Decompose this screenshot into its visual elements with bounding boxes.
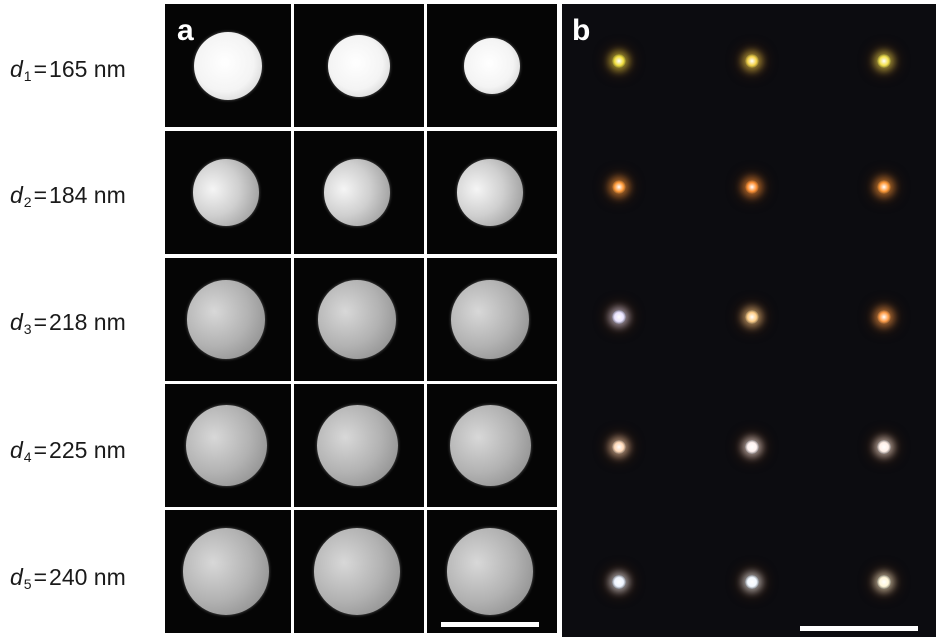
- diameter-value: 225 nm: [49, 437, 126, 463]
- equals-sign: =: [33, 56, 48, 82]
- scattering-spot: [612, 440, 626, 454]
- scattering-spot: [745, 310, 759, 324]
- scattering-spot: [745, 54, 759, 68]
- diameter-value: 165 nm: [49, 56, 126, 82]
- nanoparticle: [316, 405, 398, 486]
- diameter-subscript: 1: [23, 68, 32, 84]
- sem-cell: [165, 4, 291, 127]
- equals-sign: =: [33, 437, 48, 463]
- sem-cell: [165, 510, 291, 633]
- row-label-d4: d4=225 nm: [10, 437, 160, 465]
- diameter-symbol: d: [10, 437, 23, 463]
- diameter-symbol: d: [10, 564, 23, 590]
- nanoparticle: [328, 34, 390, 97]
- scattering-spot: [877, 310, 891, 324]
- equals-sign: =: [33, 564, 48, 590]
- sem-cell: [427, 510, 557, 633]
- nanoparticle: [185, 405, 267, 486]
- diameter-value: 184 nm: [49, 182, 126, 208]
- nanoparticle: [446, 528, 534, 615]
- row-label-d2: d2=184 nm: [10, 182, 160, 210]
- nanoparticle: [323, 159, 391, 226]
- diameter-symbol: d: [10, 56, 23, 82]
- nanoparticle: [182, 528, 270, 615]
- nanoparticle: [464, 37, 520, 94]
- sem-image-grid: a: [165, 4, 557, 633]
- sem-cell: [294, 384, 424, 507]
- scattering-spot: [877, 575, 891, 589]
- panel-a-scale-bar: [441, 622, 539, 627]
- nanoparticle: [456, 159, 524, 226]
- scattering-spot: [745, 575, 759, 589]
- sem-cell: [427, 384, 557, 507]
- panel-b-label: b: [572, 14, 591, 47]
- scattering-spot: [745, 440, 759, 454]
- panel-b-scale-bar: [800, 626, 918, 631]
- scattering-spot: [612, 54, 626, 68]
- diameter-symbol: d: [10, 182, 23, 208]
- scattering-spot: [745, 180, 759, 194]
- nanoparticle: [194, 31, 262, 100]
- row-label-d1: d1=165 nm: [10, 56, 160, 84]
- sem-cell: [427, 4, 557, 127]
- nanoparticle: [450, 280, 530, 359]
- diameter-value: 240 nm: [49, 564, 126, 590]
- sem-cell: [427, 258, 557, 381]
- scattering-spot: [877, 440, 891, 454]
- nanoparticle: [317, 280, 397, 359]
- diameter-symbol: d: [10, 309, 23, 335]
- sem-cell: [427, 131, 557, 254]
- scattering-spot: [877, 180, 891, 194]
- darkfield-image: b: [562, 4, 936, 637]
- sem-cell: [294, 258, 424, 381]
- scattering-spot: [612, 575, 626, 589]
- diameter-value: 218 nm: [49, 309, 126, 335]
- sem-cell: [294, 4, 424, 127]
- row-label-d3: d3=218 nm: [10, 309, 160, 337]
- scattering-spot: [612, 180, 626, 194]
- sem-cell: [165, 131, 291, 254]
- scattering-spot: [612, 310, 626, 324]
- sem-cell: [165, 384, 291, 507]
- equals-sign: =: [33, 309, 48, 335]
- nanoparticle: [449, 405, 531, 486]
- sem-cell: [294, 131, 424, 254]
- nanoparticle: [313, 528, 401, 615]
- nanoparticle: [186, 280, 266, 359]
- nanoparticle: [192, 159, 260, 226]
- scattering-spot: [877, 54, 891, 68]
- row-label-d5: d5=240 nm: [10, 564, 160, 592]
- sem-cell: [165, 258, 291, 381]
- diameter-subscript: 3: [23, 321, 32, 337]
- diameter-subscript: 4: [23, 449, 32, 465]
- panel-a-label: a: [177, 14, 194, 47]
- diameter-subscript: 5: [23, 576, 32, 592]
- diameter-subscript: 2: [23, 194, 32, 210]
- equals-sign: =: [33, 182, 48, 208]
- sem-cell: [294, 510, 424, 633]
